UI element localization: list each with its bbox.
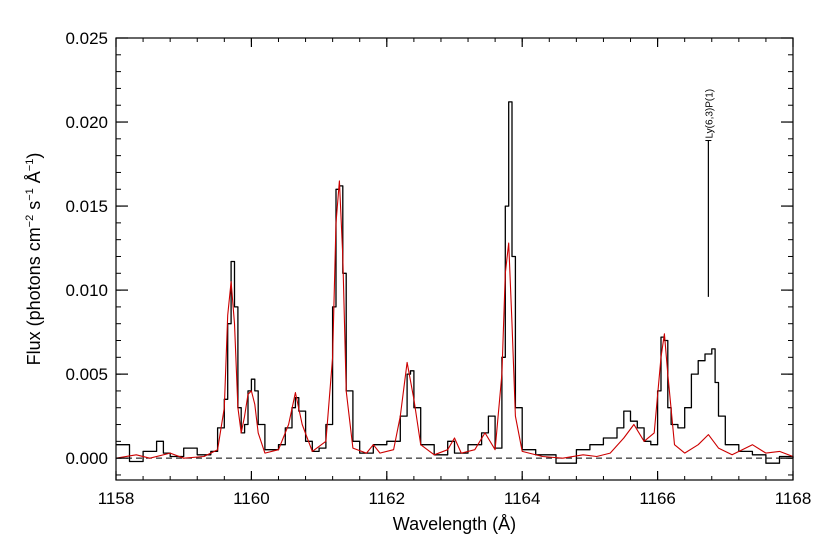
y-axis-title-part: s [24, 201, 44, 215]
series-layer [115, 101, 794, 464]
x-axis-title: Wavelength (Å) [393, 514, 516, 534]
y-axis-title-exp: −1 [24, 188, 36, 201]
observed-spectrum-line [116, 101, 794, 464]
x-tick-label: 1158 [98, 489, 135, 508]
plot-frame [115, 37, 794, 481]
ticks-layer: 1158 1160 1162 1164 1166 1168 0.000 0.005 0.010 0… [65, 29, 811, 508]
y-tick-label: 0.020 [65, 113, 108, 132]
x-tick-label: 1160 [233, 489, 270, 508]
y-tick-label: 0.005 [65, 365, 108, 384]
x-tick-label: 1164 [504, 489, 541, 508]
x-tick-label: 1166 [639, 489, 676, 508]
model-spectrum-line [115, 180, 794, 459]
y-tick-label: 0.025 [65, 29, 108, 48]
y-axis-title: Flux (photons cm−2 s−1 Å−1) [24, 153, 44, 366]
y-axis-title-exp: −1 [24, 159, 36, 172]
y-tick-label: 0.015 [65, 197, 108, 216]
y-tick-label: 0.000 [65, 449, 108, 468]
y-tick-label: 0.010 [65, 281, 108, 300]
y-axis-title-part: Flux (photons cm [24, 227, 44, 365]
annotation-layer: Ly(6,3)P(1) [704, 89, 715, 297]
y-axis-title-part: ) [24, 153, 44, 159]
y-axis-title-exp: −2 [24, 215, 36, 228]
y-axis-title-part: Å [24, 171, 44, 188]
x-tick-label: 1168 [775, 489, 812, 508]
line-id-label: Ly(6,3)P(1) [704, 89, 715, 139]
x-tick-label: 1162 [369, 489, 406, 508]
